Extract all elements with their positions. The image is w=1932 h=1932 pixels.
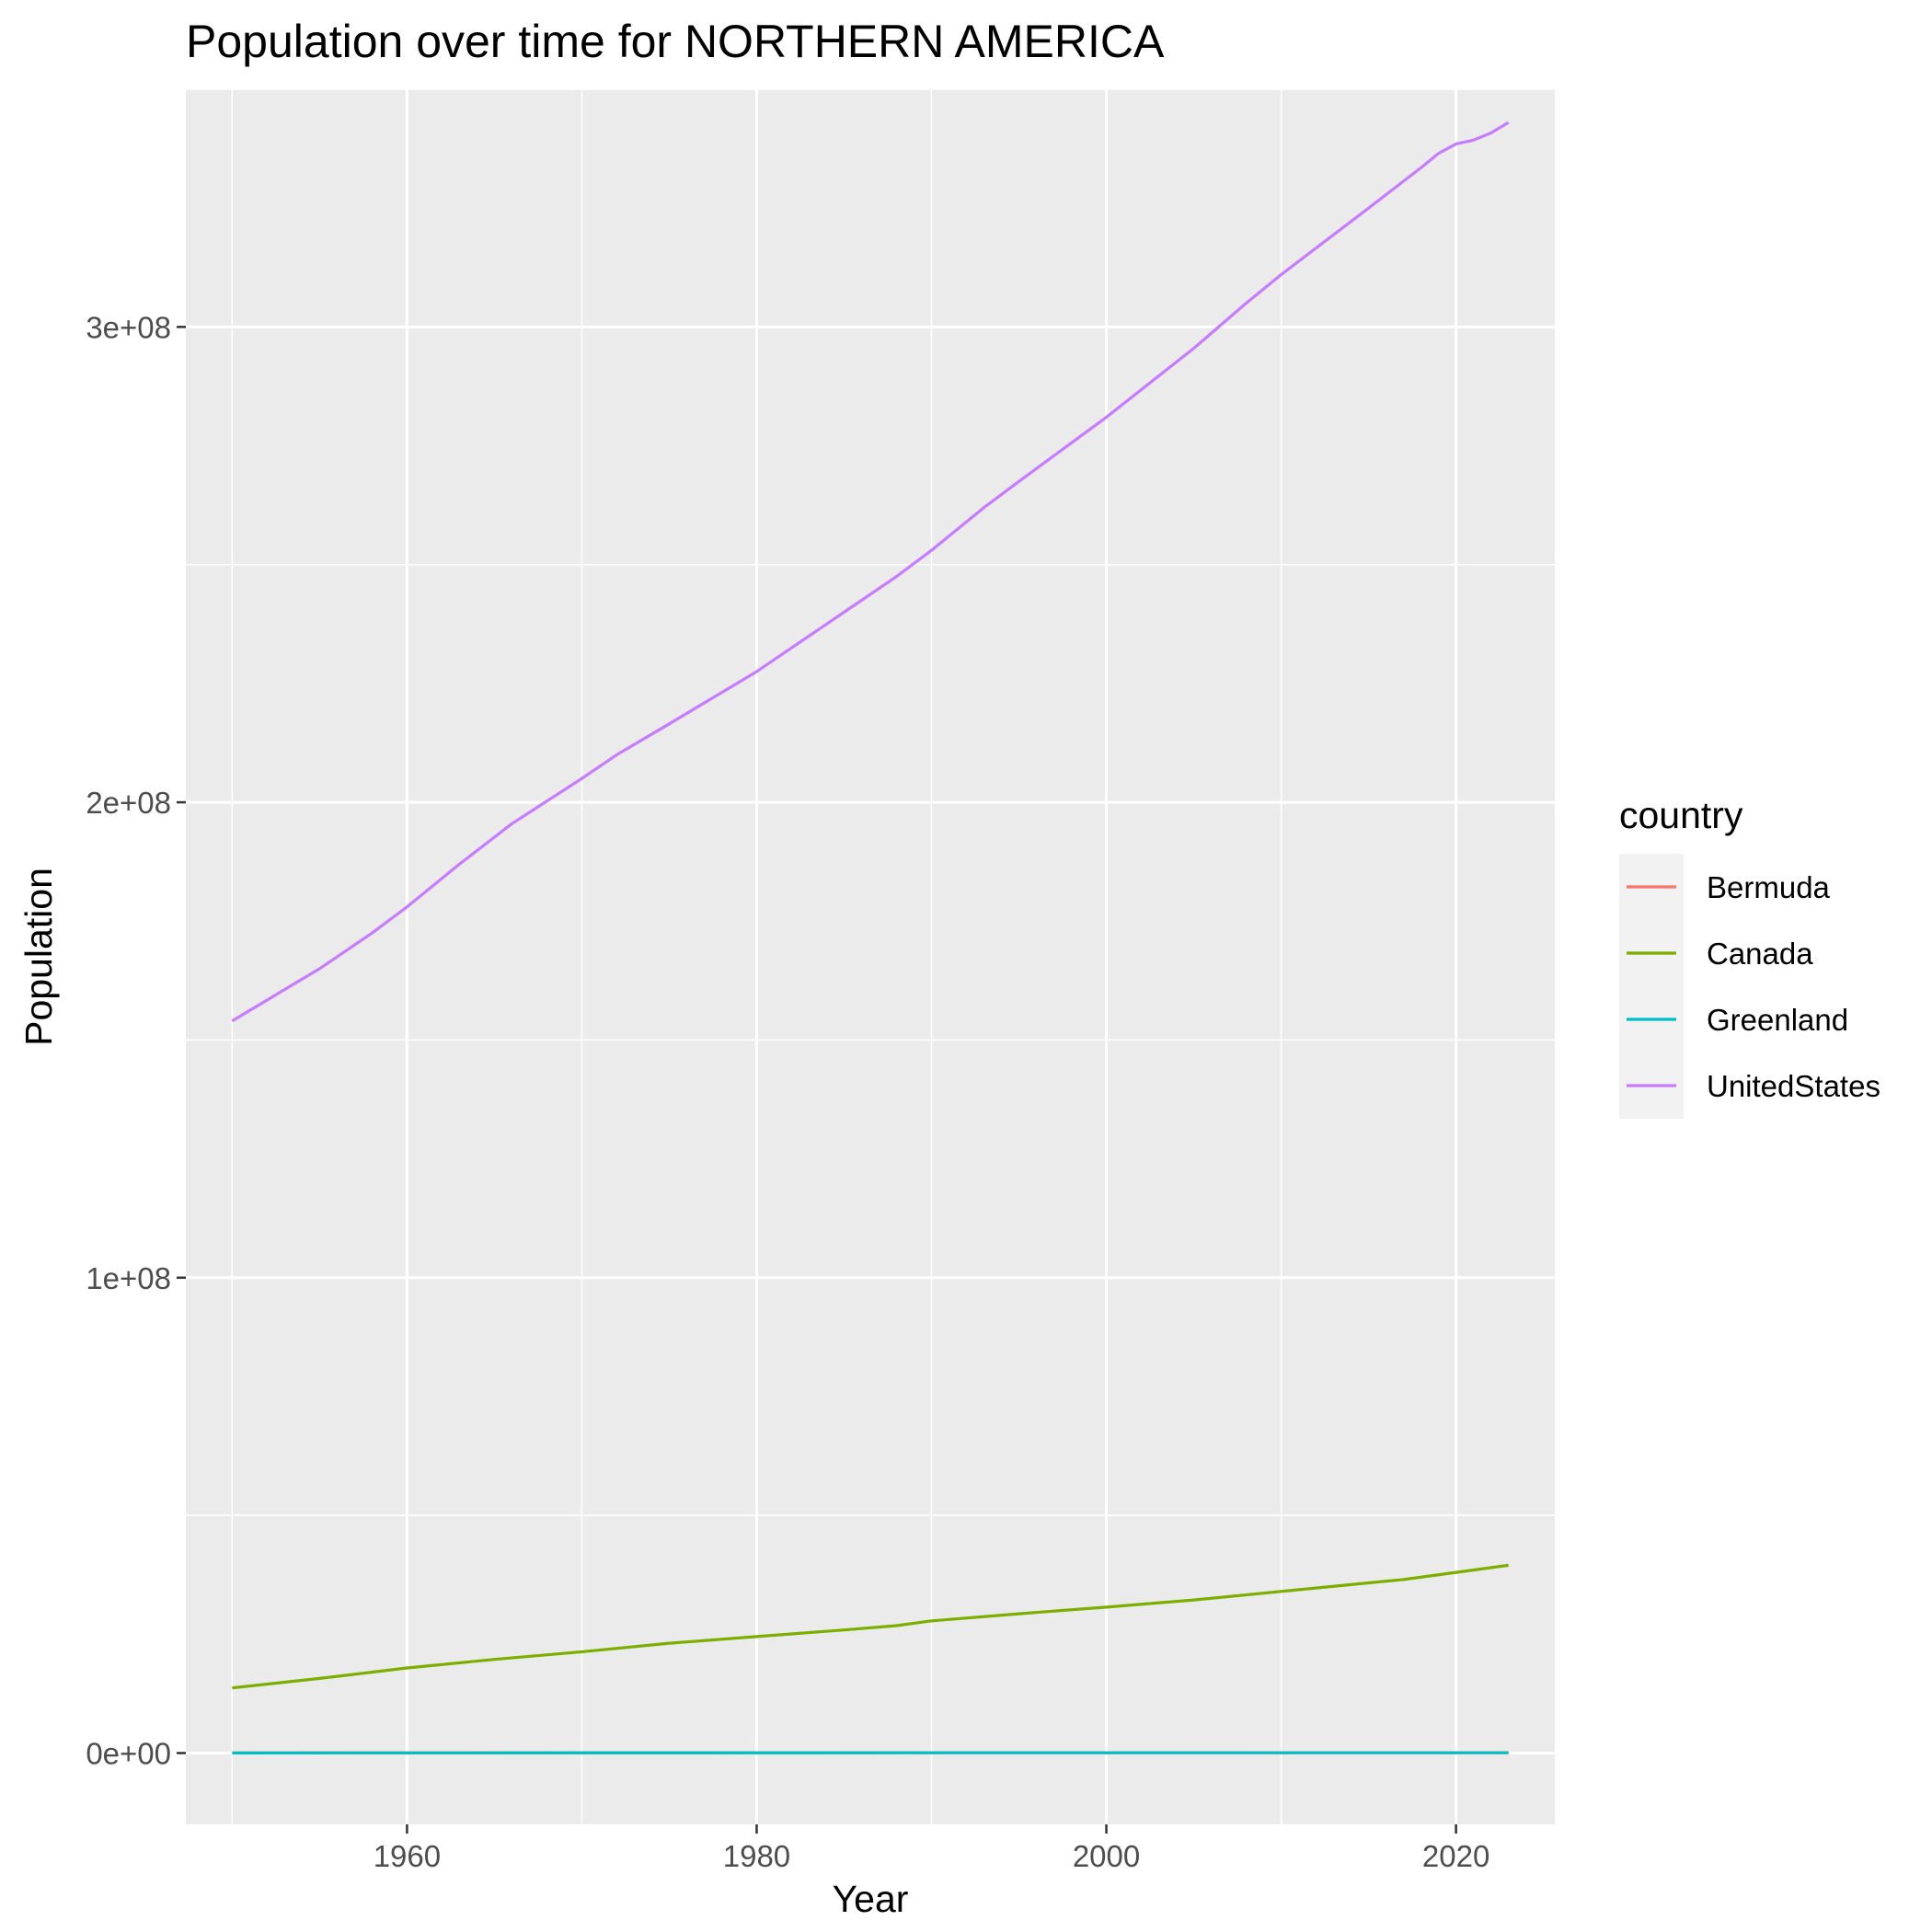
legend-key-background — [1619, 854, 1684, 1119]
legend: country Bermuda Canada Greenland UnitedStat… — [1619, 794, 1880, 1119]
x-axis-title: Year — [833, 1878, 909, 1920]
series-lines — [231, 121, 1510, 1754]
legend-label-canada: Canada — [1707, 937, 1813, 971]
x-tick-label: 1960 — [374, 1839, 441, 1873]
series-line-unitedstates — [231, 121, 1510, 1023]
plot-background — [186, 89, 1555, 1824]
legend-items: Bermuda Canada Greenland UnitedStates — [1627, 870, 1880, 1103]
series-line-canada — [232, 1563, 1509, 1690]
legend-label-greenland: Greenland — [1707, 1003, 1848, 1037]
y-axis-title: Population — [17, 868, 60, 1046]
chart-title: Population over time for NORTHERN AMERIC… — [186, 16, 1165, 67]
x-tick-label: 1980 — [723, 1839, 790, 1873]
minor-gridlines — [186, 88, 1555, 1824]
y-tick-label: 1e+08 — [86, 1261, 171, 1295]
y-tick-label: 0e+00 — [86, 1736, 171, 1770]
legend-title: country — [1619, 794, 1743, 836]
x-tick-label: 2000 — [1073, 1839, 1140, 1873]
x-axis: 1960 1980 2000 2020 — [374, 1824, 1489, 1873]
legend-label-unitedstates: UnitedStates — [1707, 1069, 1880, 1103]
y-axis: 0e+00 1e+08 2e+08 3e+08 — [86, 310, 186, 1770]
x-tick-label: 2020 — [1422, 1839, 1489, 1873]
legend-label-bermuda: Bermuda — [1707, 870, 1831, 904]
y-tick-label: 3e+08 — [86, 310, 171, 344]
plot-area — [186, 88, 1555, 1824]
y-tick-label: 2e+08 — [86, 786, 171, 820]
